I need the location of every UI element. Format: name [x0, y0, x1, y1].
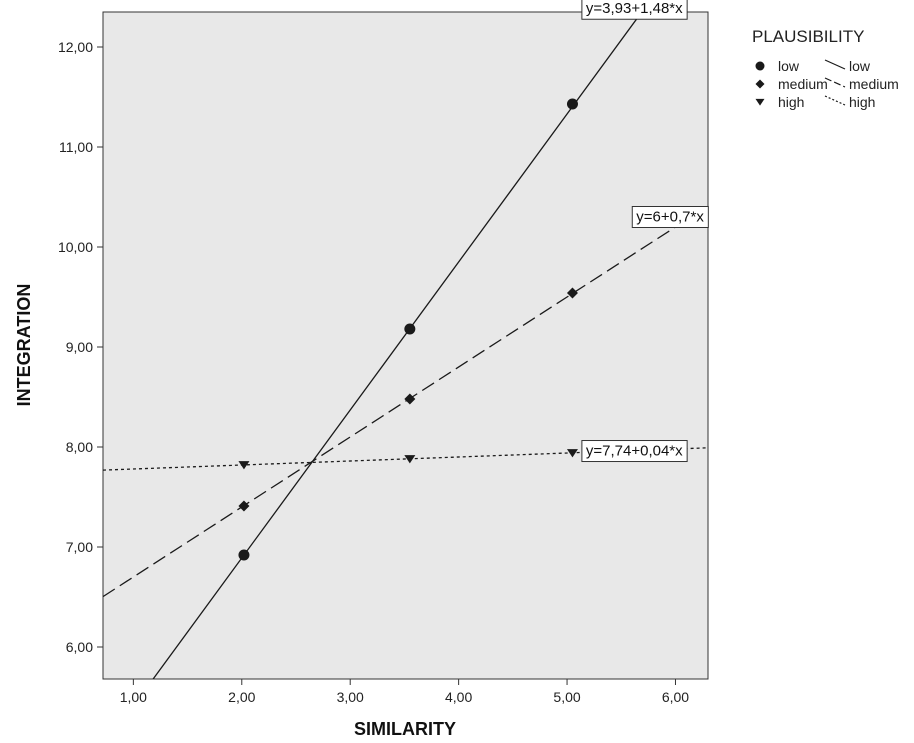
legend-line-label: medium	[849, 76, 899, 92]
legend-marker-label: medium	[778, 76, 828, 92]
legend-marker-label: low	[778, 58, 800, 74]
equation-label-low: y=3,93+1,48*x	[586, 0, 683, 17]
y-tick-label: 8,00	[66, 439, 93, 455]
y-tick-label: 7,00	[66, 539, 93, 555]
legend-line-medium	[824, 77, 846, 88]
plot-background	[102, 11, 709, 680]
equation-label-high: y=7,74+0,04*x	[586, 443, 683, 460]
equation-box-medium	[631, 206, 709, 228]
legend-marker-medium	[755, 79, 765, 89]
legend: PLAUSIBILITY low medium high low medium high	[752, 27, 899, 110]
data-point-medium	[404, 393, 416, 405]
equation-labels: y=3,93+1,48*x y=6+0,7*x y=7,74+0,04*x	[581, 0, 709, 463]
legend-line-low	[824, 59, 846, 70]
legend-marker-high	[755, 98, 765, 106]
data-point-high	[238, 461, 250, 470]
data-point-high	[404, 455, 416, 464]
equation-label-medium: y=6+0,7*x	[636, 209, 704, 226]
fit-line-medium	[103, 205, 708, 598]
legend-line-label: low	[849, 58, 871, 74]
data-point-medium	[566, 287, 578, 299]
x-tick-label: 3,00	[337, 689, 364, 705]
legend-marker-low	[755, 61, 765, 71]
x-tick-label: 5,00	[553, 689, 580, 705]
data-point-low	[404, 323, 416, 335]
y-tick-label: 11,00	[59, 139, 93, 155]
y-tick-label: 10,00	[58, 239, 93, 255]
data-markers	[238, 98, 578, 561]
data-point-low	[238, 549, 250, 561]
x-axis: 1,00 2,00 3,00 4,00 5,00 6,00	[120, 679, 689, 705]
equation-box-high	[581, 440, 688, 463]
legend-title: PLAUSIBILITY	[752, 27, 864, 46]
x-axis-title: SIMILARITY	[354, 719, 456, 739]
legend-line-high	[824, 95, 846, 106]
x-tick-label: 1,00	[120, 689, 147, 705]
data-point-high	[566, 449, 578, 458]
legend-line-label: high	[849, 94, 875, 110]
fit-line-low	[152, 12, 643, 679]
x-tick-label: 4,00	[445, 689, 472, 705]
data-point-low	[566, 98, 578, 110]
y-axis: 6,00 7,00 8,00 9,00 10,00 11,00 12,00	[58, 39, 103, 655]
x-tick-label: 2,00	[228, 689, 255, 705]
x-tick-label: 6,00	[662, 689, 689, 705]
y-tick-label: 6,00	[66, 639, 93, 655]
y-axis-title: INTEGRATION	[14, 284, 34, 407]
data-point-medium	[238, 500, 250, 512]
y-tick-label: 9,00	[66, 339, 93, 355]
equation-box-low	[581, 0, 688, 20]
y-tick-label: 12,00	[58, 39, 93, 55]
legend-marker-label: high	[778, 94, 804, 110]
